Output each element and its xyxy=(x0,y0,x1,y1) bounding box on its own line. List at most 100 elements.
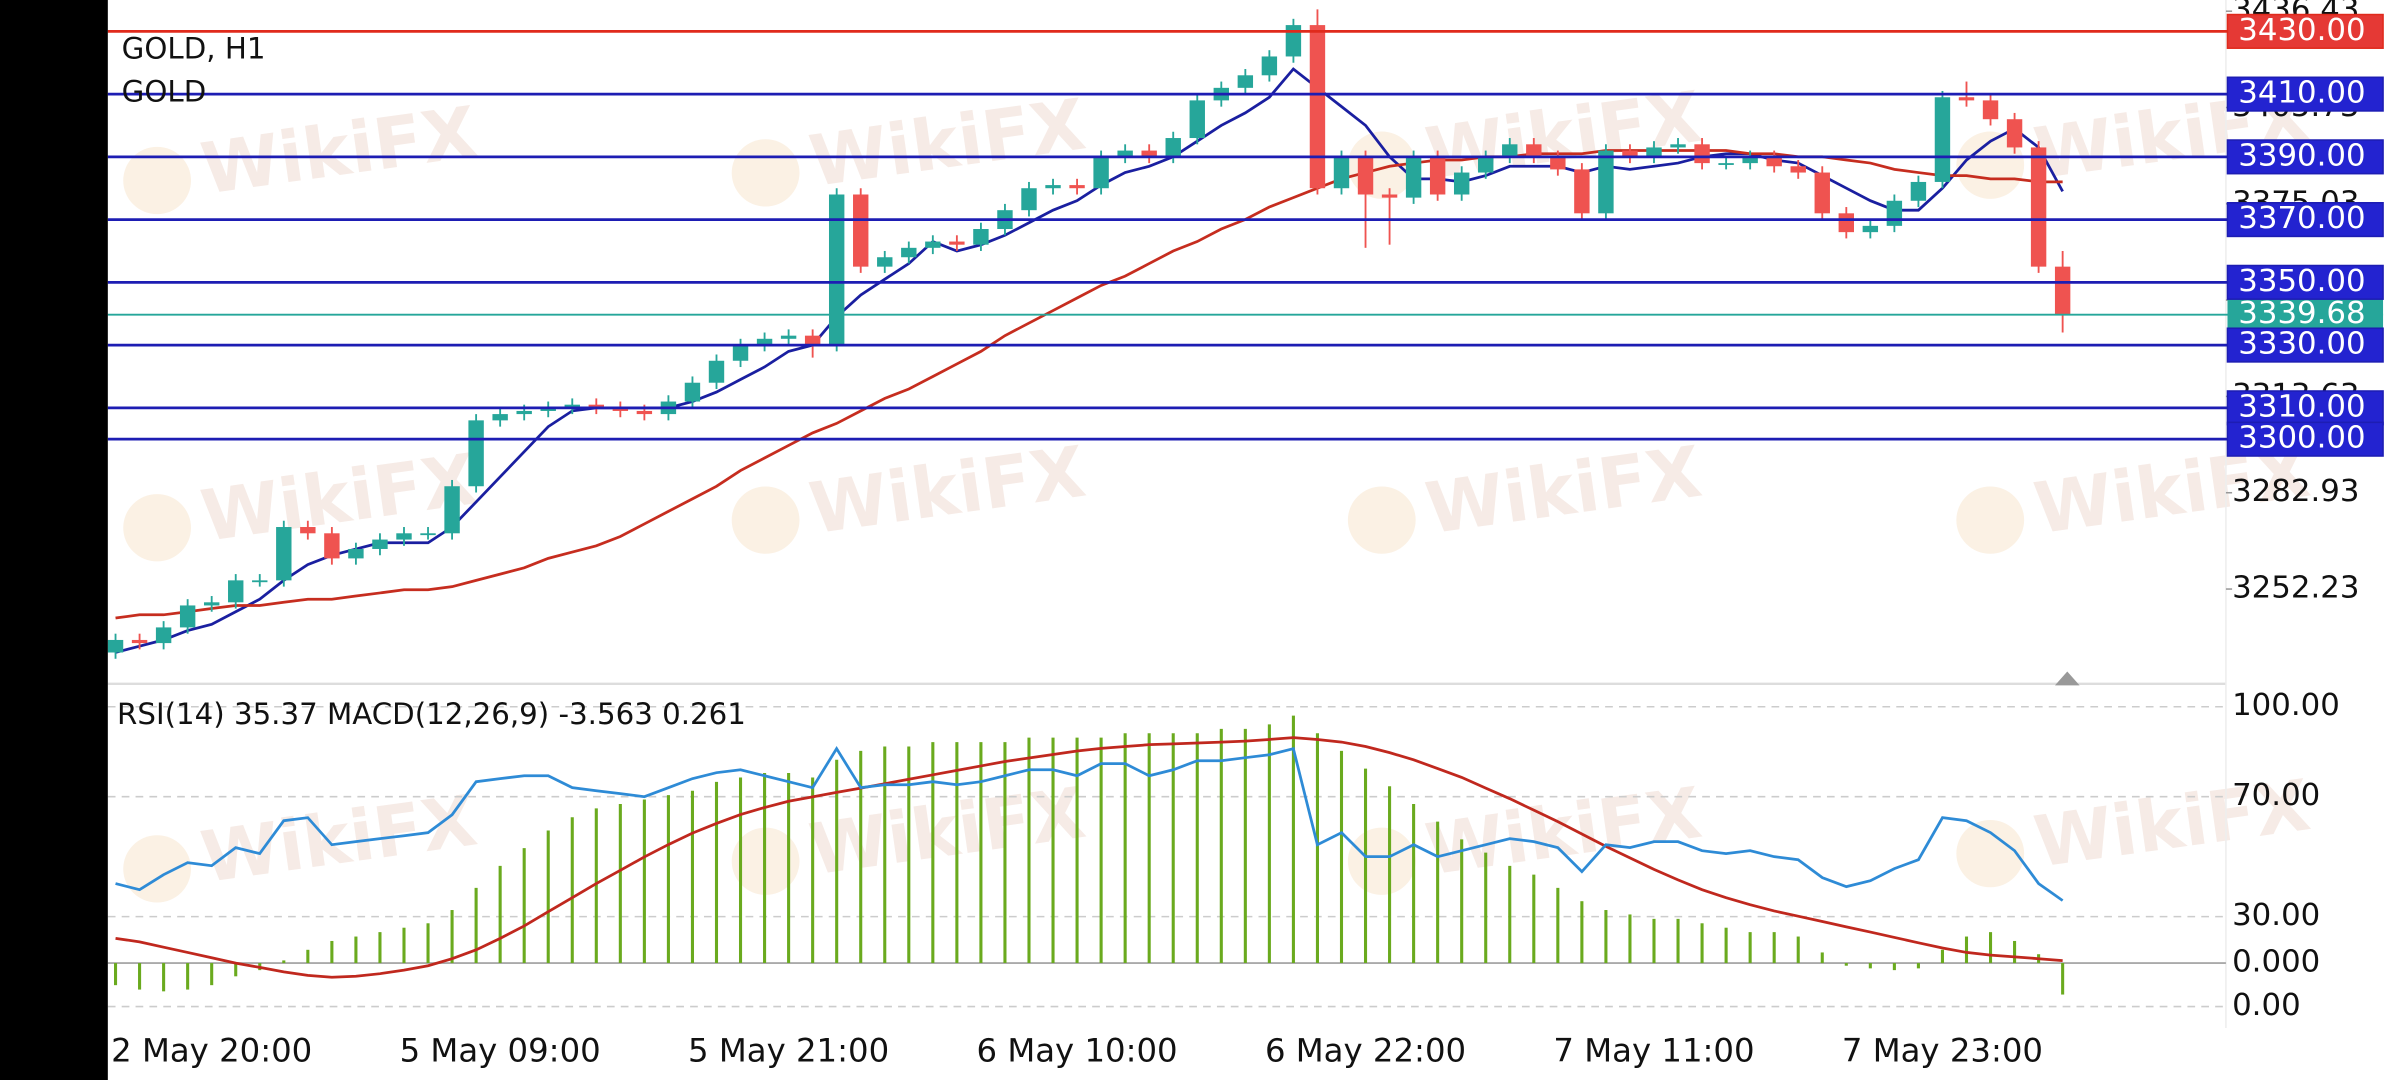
y2-tick-label: 0.000 xyxy=(2232,945,2320,980)
candle-body xyxy=(1670,144,1686,148)
candle-body xyxy=(2054,266,2071,315)
candle-body xyxy=(1910,181,1927,201)
candle-body xyxy=(1405,156,1422,198)
candle-body xyxy=(107,639,124,653)
watermark-logo xyxy=(123,494,192,562)
candle-body xyxy=(1886,200,1903,226)
candle-body xyxy=(1934,97,1951,182)
price-level-box xyxy=(2226,202,2384,238)
candle-body xyxy=(1814,172,1830,214)
y-tick-label: 3282.93 xyxy=(2232,474,2359,509)
price-level-label: 3430.00 xyxy=(2238,13,2365,48)
candle-body xyxy=(1646,147,1662,157)
y-tick-label: 70.00 xyxy=(2232,778,2320,813)
symbol-title: GOLD, H1 xyxy=(122,32,266,66)
candle-body xyxy=(1790,166,1806,173)
candle-body xyxy=(1309,25,1326,189)
candle-body xyxy=(1838,213,1855,233)
candle-body xyxy=(492,414,508,421)
candle-body xyxy=(1550,156,1566,170)
watermark-logo xyxy=(123,835,192,903)
candle-body xyxy=(732,345,749,361)
y-tick-label: 0.00 xyxy=(2232,988,2301,1023)
candle-body xyxy=(131,639,148,644)
candle-body xyxy=(564,404,580,408)
candle-body xyxy=(780,335,797,339)
candle-body xyxy=(300,527,316,534)
candle-body xyxy=(1093,156,1109,189)
watermark-logo xyxy=(731,486,800,554)
candle-body xyxy=(1574,169,1590,214)
candle-body xyxy=(756,338,773,346)
candle-body xyxy=(1237,75,1254,88)
x-tick-label: 5 May 09:00 xyxy=(400,1032,601,1070)
symbol-subtitle: GOLD xyxy=(122,74,207,108)
x-tick-label: 7 May 11:00 xyxy=(1553,1032,1754,1070)
x-tick-label: 2 May 20:00 xyxy=(111,1032,312,1070)
candle-body xyxy=(348,548,364,559)
y-tick-label: 100.00 xyxy=(2232,688,2340,723)
candle-body xyxy=(973,229,989,245)
watermark-logo xyxy=(1347,486,1416,554)
candle-body xyxy=(949,241,965,245)
x-tick-label: 7 May 23:00 xyxy=(1842,1032,2043,1070)
candle-body xyxy=(1021,188,1037,211)
rsi-line xyxy=(115,746,2064,902)
candle-body xyxy=(2030,147,2047,267)
price-level-label: 3330.00 xyxy=(2238,327,2365,362)
price-level-label: 3370.00 xyxy=(2238,201,2365,236)
candle-body xyxy=(1165,138,1181,157)
candle-body xyxy=(1478,156,1494,173)
candle-body xyxy=(372,539,388,549)
candle-body xyxy=(1526,144,1542,157)
price-level-box xyxy=(2226,76,2384,112)
scroll-marker xyxy=(2054,671,2080,686)
candle-body xyxy=(1958,97,1975,101)
candle-body xyxy=(396,533,412,540)
candle-body xyxy=(444,486,460,534)
moving-average-line xyxy=(115,149,2063,620)
candle-body xyxy=(468,420,484,487)
price-level-box xyxy=(2226,264,2384,300)
candle-body xyxy=(203,602,220,606)
candle-body xyxy=(1622,150,1638,157)
candle-body xyxy=(1766,156,1782,167)
candle-body xyxy=(1045,185,1061,189)
candle-body xyxy=(636,410,653,415)
candle-body xyxy=(516,410,532,415)
y-tick-label: 3252.23 xyxy=(2232,571,2359,606)
candle-body xyxy=(1694,144,1710,164)
price-level-box xyxy=(2226,327,2384,363)
candle-body xyxy=(1598,150,1614,214)
candle-body xyxy=(1429,156,1446,195)
candle-body xyxy=(1285,25,1302,57)
candle-body xyxy=(612,407,629,411)
watermark-logo xyxy=(123,146,192,215)
price-level-box xyxy=(2226,421,2384,457)
candle-body xyxy=(925,241,941,248)
candle-body xyxy=(2006,119,2023,148)
candle-body xyxy=(1357,156,1374,195)
candle-body xyxy=(901,247,917,258)
x-tick-label: 6 May 10:00 xyxy=(976,1032,1177,1070)
candle-body xyxy=(1141,150,1157,157)
candle-body xyxy=(1333,156,1350,189)
watermark-logo xyxy=(1956,819,2025,888)
price-level-label: 3310.00 xyxy=(2238,389,2365,424)
indicator-title: RSI(14) 35.37 MACD(12,26,9) -3.563 0.261 xyxy=(117,697,746,731)
price-level-box xyxy=(2226,390,2384,426)
price-level-box xyxy=(2226,139,2384,175)
candle-body xyxy=(853,194,869,267)
candle-body xyxy=(1117,150,1133,157)
macd-signal-line xyxy=(115,736,2063,979)
candle-body xyxy=(179,605,196,628)
candle-body xyxy=(1261,56,1278,76)
candle-body xyxy=(1381,194,1398,198)
candle-body xyxy=(1742,156,1758,164)
candle-body xyxy=(1982,100,1999,120)
candle-body xyxy=(1862,225,1879,233)
watermark-logo xyxy=(731,139,800,207)
candle-body xyxy=(828,194,845,346)
last-price-box xyxy=(2227,297,2384,332)
